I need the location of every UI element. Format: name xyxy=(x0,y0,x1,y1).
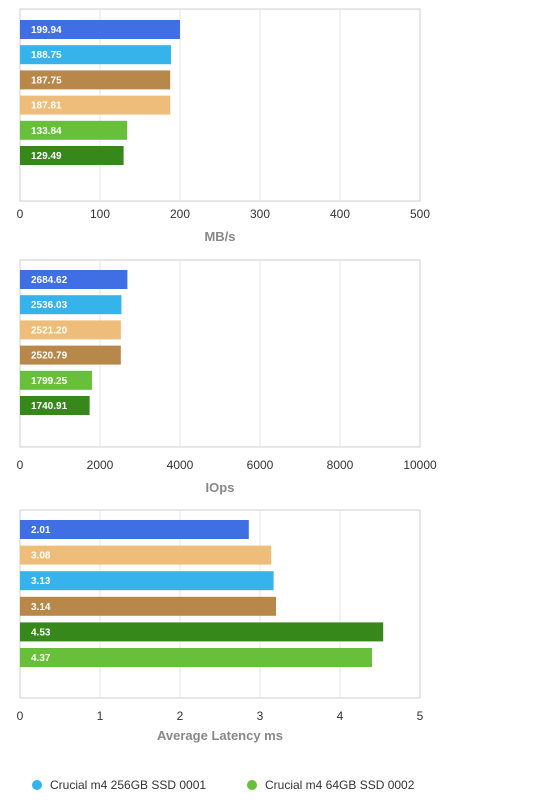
bar xyxy=(20,295,122,315)
tick-label: 4000 xyxy=(167,458,194,472)
bar-data-label: 2521.20 xyxy=(31,325,68,336)
tick-label: 2000 xyxy=(87,458,114,472)
tick-label: 0 xyxy=(17,709,24,723)
bar-data-label: 133.84 xyxy=(31,126,62,137)
axis-title: IOps xyxy=(206,480,235,495)
legend-dot-icon xyxy=(32,780,42,790)
tick-label: 10000 xyxy=(403,458,437,472)
bar xyxy=(20,520,249,539)
bar xyxy=(20,596,276,616)
bar-data-label: 2520.79 xyxy=(31,351,68,362)
chart-2: 2.01 3.08 3.13 3.14 4.53 4.37 0 1 2 3 4 5 Average La… xyxy=(17,509,424,743)
bar xyxy=(20,370,92,390)
bar-data-label: 188.75 xyxy=(31,50,62,61)
legend-item-256gb[interactable]: Crucial m4 256GB SSD 0001 xyxy=(32,778,206,792)
tick-label: 5 xyxy=(417,709,424,723)
tick-label: 2 xyxy=(177,709,184,723)
bar-data-label: 4.37 xyxy=(31,653,51,664)
bar-data-label: 2536.03 xyxy=(31,300,68,311)
bar xyxy=(20,345,121,365)
bar xyxy=(20,20,180,39)
bar-data-label: 187.81 xyxy=(31,101,62,112)
bar xyxy=(20,270,128,289)
bar xyxy=(20,622,384,642)
bar xyxy=(20,320,121,340)
bar-data-label: 2.01 xyxy=(31,525,51,536)
bar xyxy=(20,545,272,565)
bar-data-label: 1740.91 xyxy=(31,401,68,412)
tick-label: 500 xyxy=(410,207,430,221)
bar xyxy=(20,396,90,415)
bar-data-label: 3.13 xyxy=(31,576,51,587)
tick-label: 1 xyxy=(97,709,104,723)
bar xyxy=(20,70,171,90)
bar-data-label: 4.53 xyxy=(31,627,51,638)
tick-label: 6000 xyxy=(247,458,274,472)
tick-label: 0 xyxy=(17,458,24,472)
bar xyxy=(20,45,171,65)
legend-label: Crucial m4 256GB SSD 0001 xyxy=(50,778,207,792)
chart-0: 199.94 188.75 187.75 187.81 133.84 129.49 0 100… xyxy=(17,8,430,244)
legend-item-64gb[interactable]: Crucial m4 64GB SSD 0002 xyxy=(247,778,414,792)
bar-data-label: 3.14 xyxy=(31,602,51,613)
legend-label: Crucial m4 64GB SSD 0002 xyxy=(265,778,415,792)
legend-dot-icon xyxy=(247,780,257,790)
chart-1: 2684.62 2536.03 2521.20 2520.79 1799.25 1740.… xyxy=(17,259,437,495)
bar-data-label: 187.75 xyxy=(31,75,62,86)
bar xyxy=(20,146,124,165)
bar-data-label: 199.94 xyxy=(31,25,62,36)
tick-label: 100 xyxy=(90,207,110,221)
bar-data-label: 3.08 xyxy=(31,551,51,562)
bar xyxy=(20,571,274,591)
tick-label: 3 xyxy=(257,709,264,723)
tick-label: 4 xyxy=(337,709,344,723)
bar xyxy=(20,648,372,667)
bar xyxy=(20,95,171,115)
bar-data-label: 129.49 xyxy=(31,151,62,162)
tick-label: 200 xyxy=(170,207,190,221)
tick-label: 300 xyxy=(250,207,270,221)
bar-data-label: 2684.62 xyxy=(31,275,68,286)
legend: Crucial m4 256GB SSD 0001 Crucial m4 64G… xyxy=(0,776,560,796)
tick-label: 0 xyxy=(17,207,24,221)
tick-label: 8000 xyxy=(327,458,354,472)
axis-title: MB/s xyxy=(204,229,235,244)
bar-data-label: 1799.25 xyxy=(31,376,68,387)
axis-title: Average Latency ms xyxy=(157,728,283,743)
tick-label: 400 xyxy=(330,207,350,221)
bar xyxy=(20,120,128,140)
